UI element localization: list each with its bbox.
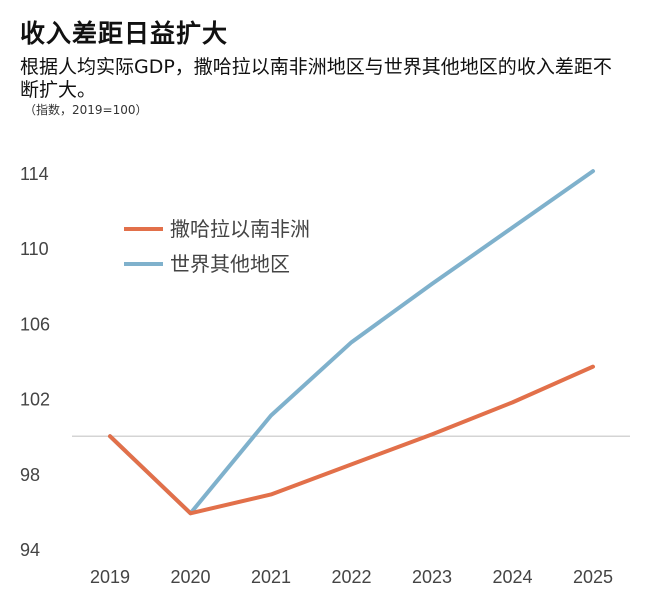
x-tick-label: 2025 <box>573 567 613 587</box>
chart-unit-note: （指数，2019=100） <box>24 103 148 117</box>
legend-label-ssa: 撒哈拉以南非洲 <box>170 217 310 241</box>
chart-title: 收入差距日益扩大 <box>20 19 229 48</box>
series-lines <box>108 169 595 516</box>
x-tick-label: 2022 <box>331 567 371 587</box>
x-tick-label: 2020 <box>170 567 210 587</box>
x-tick-label: 2019 <box>90 567 130 587</box>
y-tick-label: 110 <box>20 239 49 259</box>
x-tick-label: 2021 <box>251 567 291 587</box>
y-tick-label: 114 <box>20 164 49 184</box>
y-tick-label: 94 <box>20 540 40 560</box>
y-tick-label: 106 <box>20 314 50 334</box>
x-tick-label: 2024 <box>492 567 532 587</box>
chart-subtitle: 根据人均实际GDP，撒哈拉以南非洲地区与世界其他地区的收入差距不断扩大。 <box>20 56 612 101</box>
x-tick-label: 2023 <box>412 567 452 587</box>
legend-label-row: 世界其他地区 <box>170 252 290 276</box>
legend: 撒哈拉以南非洲 世界其他地区 <box>124 217 310 276</box>
y-tick-label: 102 <box>20 390 50 410</box>
x-axis-ticks: 2019 2020 2021 2022 2023 2024 2025 <box>90 567 613 587</box>
y-axis-ticks: 94 98 102 106 110 114 <box>20 164 50 560</box>
y-tick-label: 98 <box>20 465 40 485</box>
series-line-ssa <box>108 364 595 516</box>
